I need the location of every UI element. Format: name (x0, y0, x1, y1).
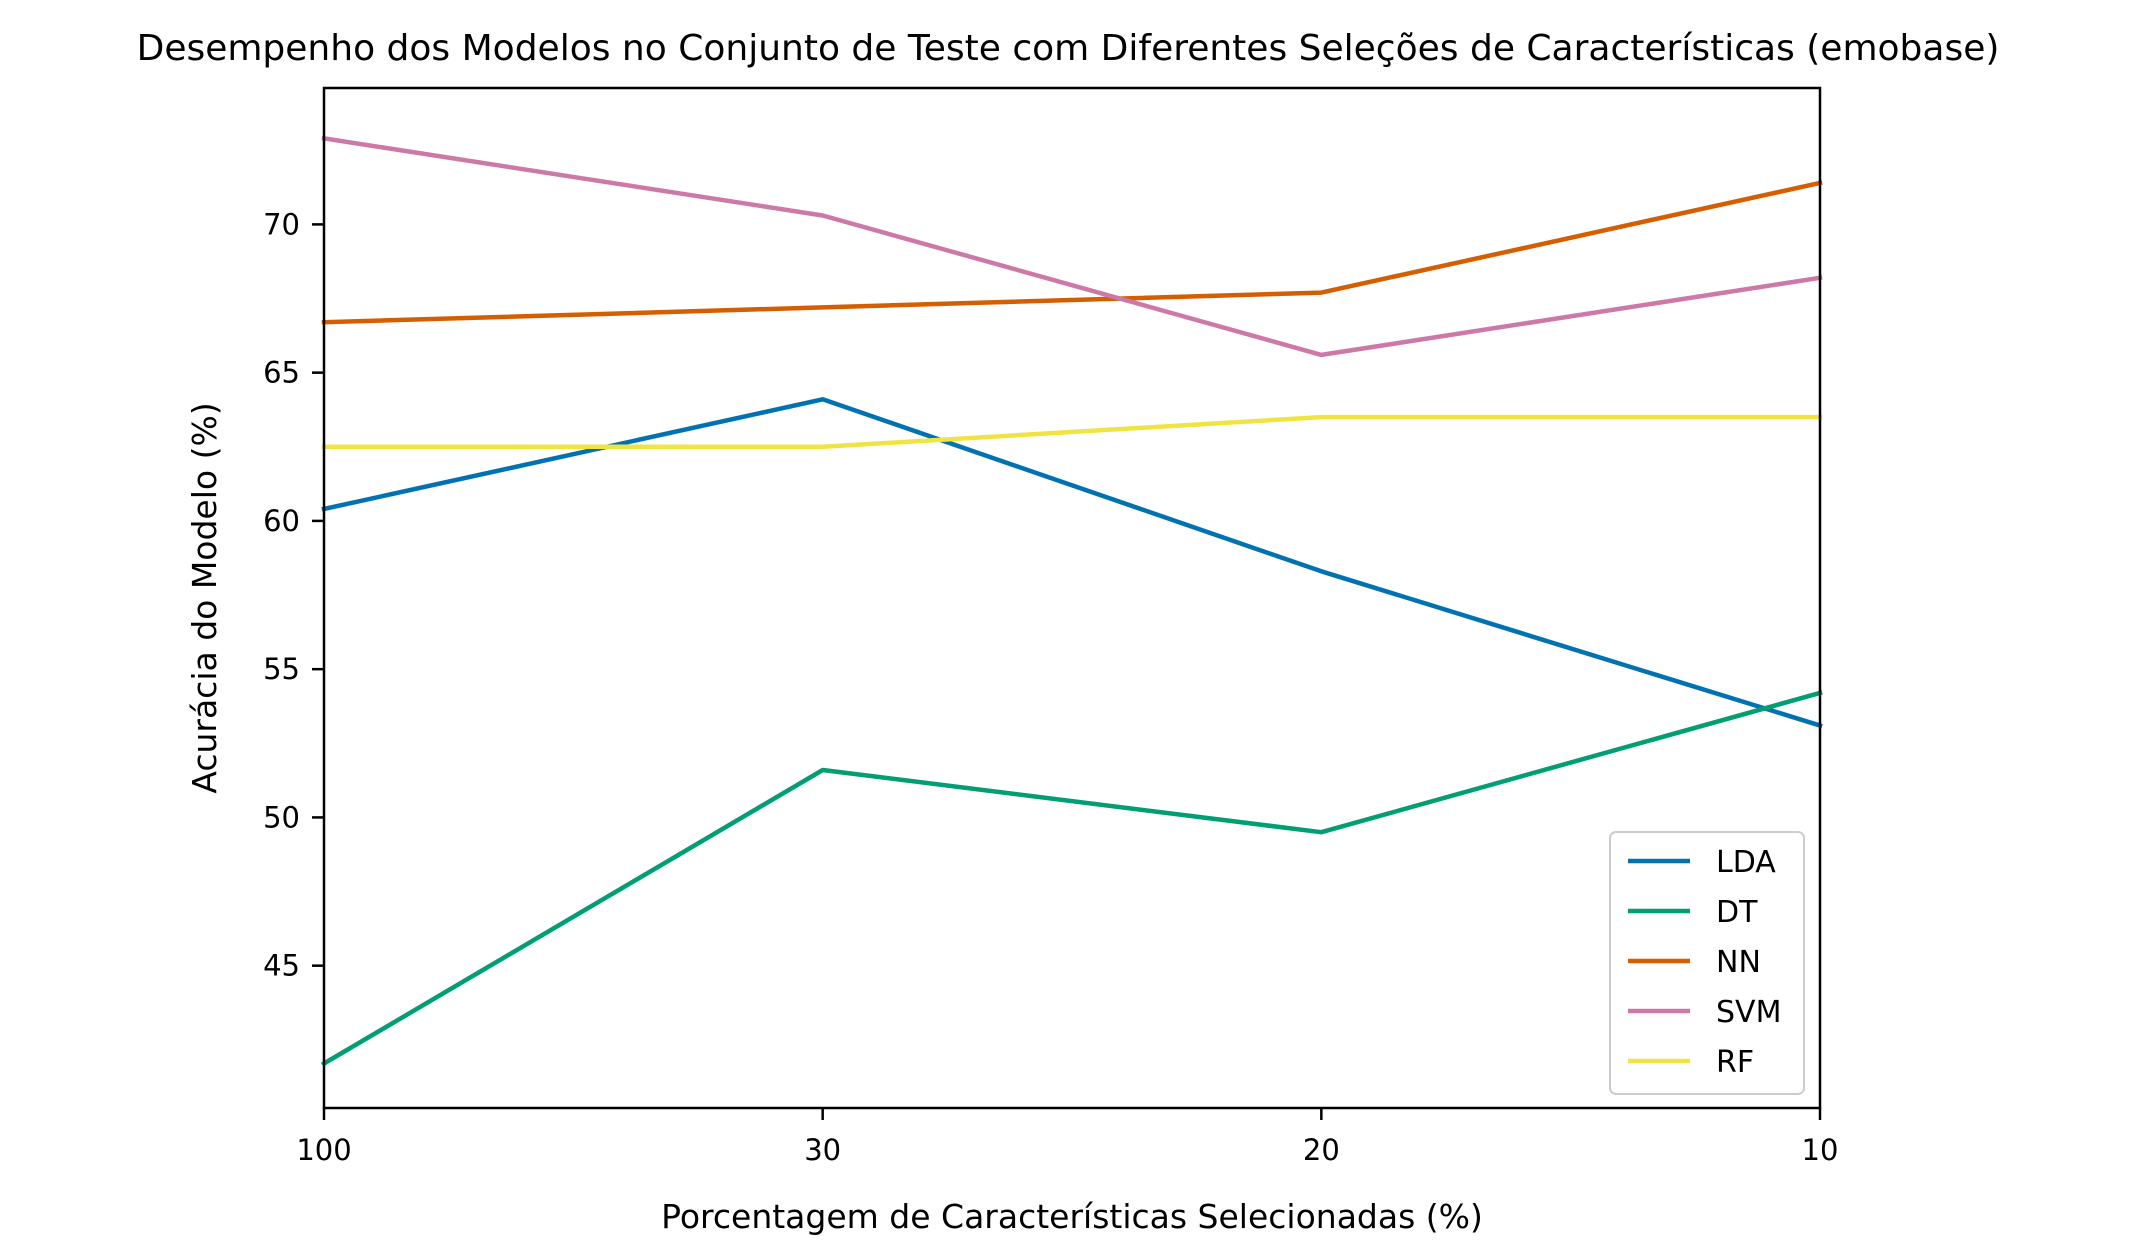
y-tick-label: 45 (263, 949, 300, 983)
plot-frame (322, 86, 1822, 1110)
series-layer (320, 135, 1823, 1067)
x-tick-label: 100 (296, 1133, 351, 1167)
series-line-rf (321, 414, 1823, 450)
legend-box (1609, 831, 1805, 1095)
series-line-dt (320, 690, 1823, 1067)
x-tick-label: 10 (1802, 1133, 1839, 1167)
legend-label-nn: NN (1716, 945, 1761, 980)
x-tick-label: 30 (804, 1133, 841, 1167)
y-axis: 45 50 55 60 65 70 (263, 207, 324, 983)
y-tick-label: 65 (263, 356, 300, 390)
y-tick-label: 60 (263, 504, 300, 538)
legend-label-svm: SVM (1716, 995, 1781, 1030)
legend-label-lda: LDA (1716, 845, 1776, 880)
y-tick-label: 55 (263, 652, 300, 686)
x-axis: 100 30 20 10 (296, 1108, 1838, 1167)
legend: LDA DT NN SVM RF (1609, 831, 1805, 1095)
x-tick-label: 20 (1303, 1133, 1340, 1167)
series-line-svm (321, 135, 1823, 358)
legend-label-dt: DT (1716, 895, 1758, 930)
series-line-nn (321, 180, 1823, 325)
series-line-lda (321, 397, 1823, 729)
chart-title: Desempenho dos Modelos no Conjunto de Te… (137, 28, 2000, 69)
x-axis-label: Porcentagem de Características Seleciona… (661, 1197, 1483, 1236)
legend-label-rf: RF (1716, 1045, 1754, 1080)
y-tick-label: 50 (263, 800, 300, 834)
y-tick-label: 70 (263, 207, 300, 241)
y-axis-label: Acurácia do Modelo (%) (185, 402, 224, 793)
